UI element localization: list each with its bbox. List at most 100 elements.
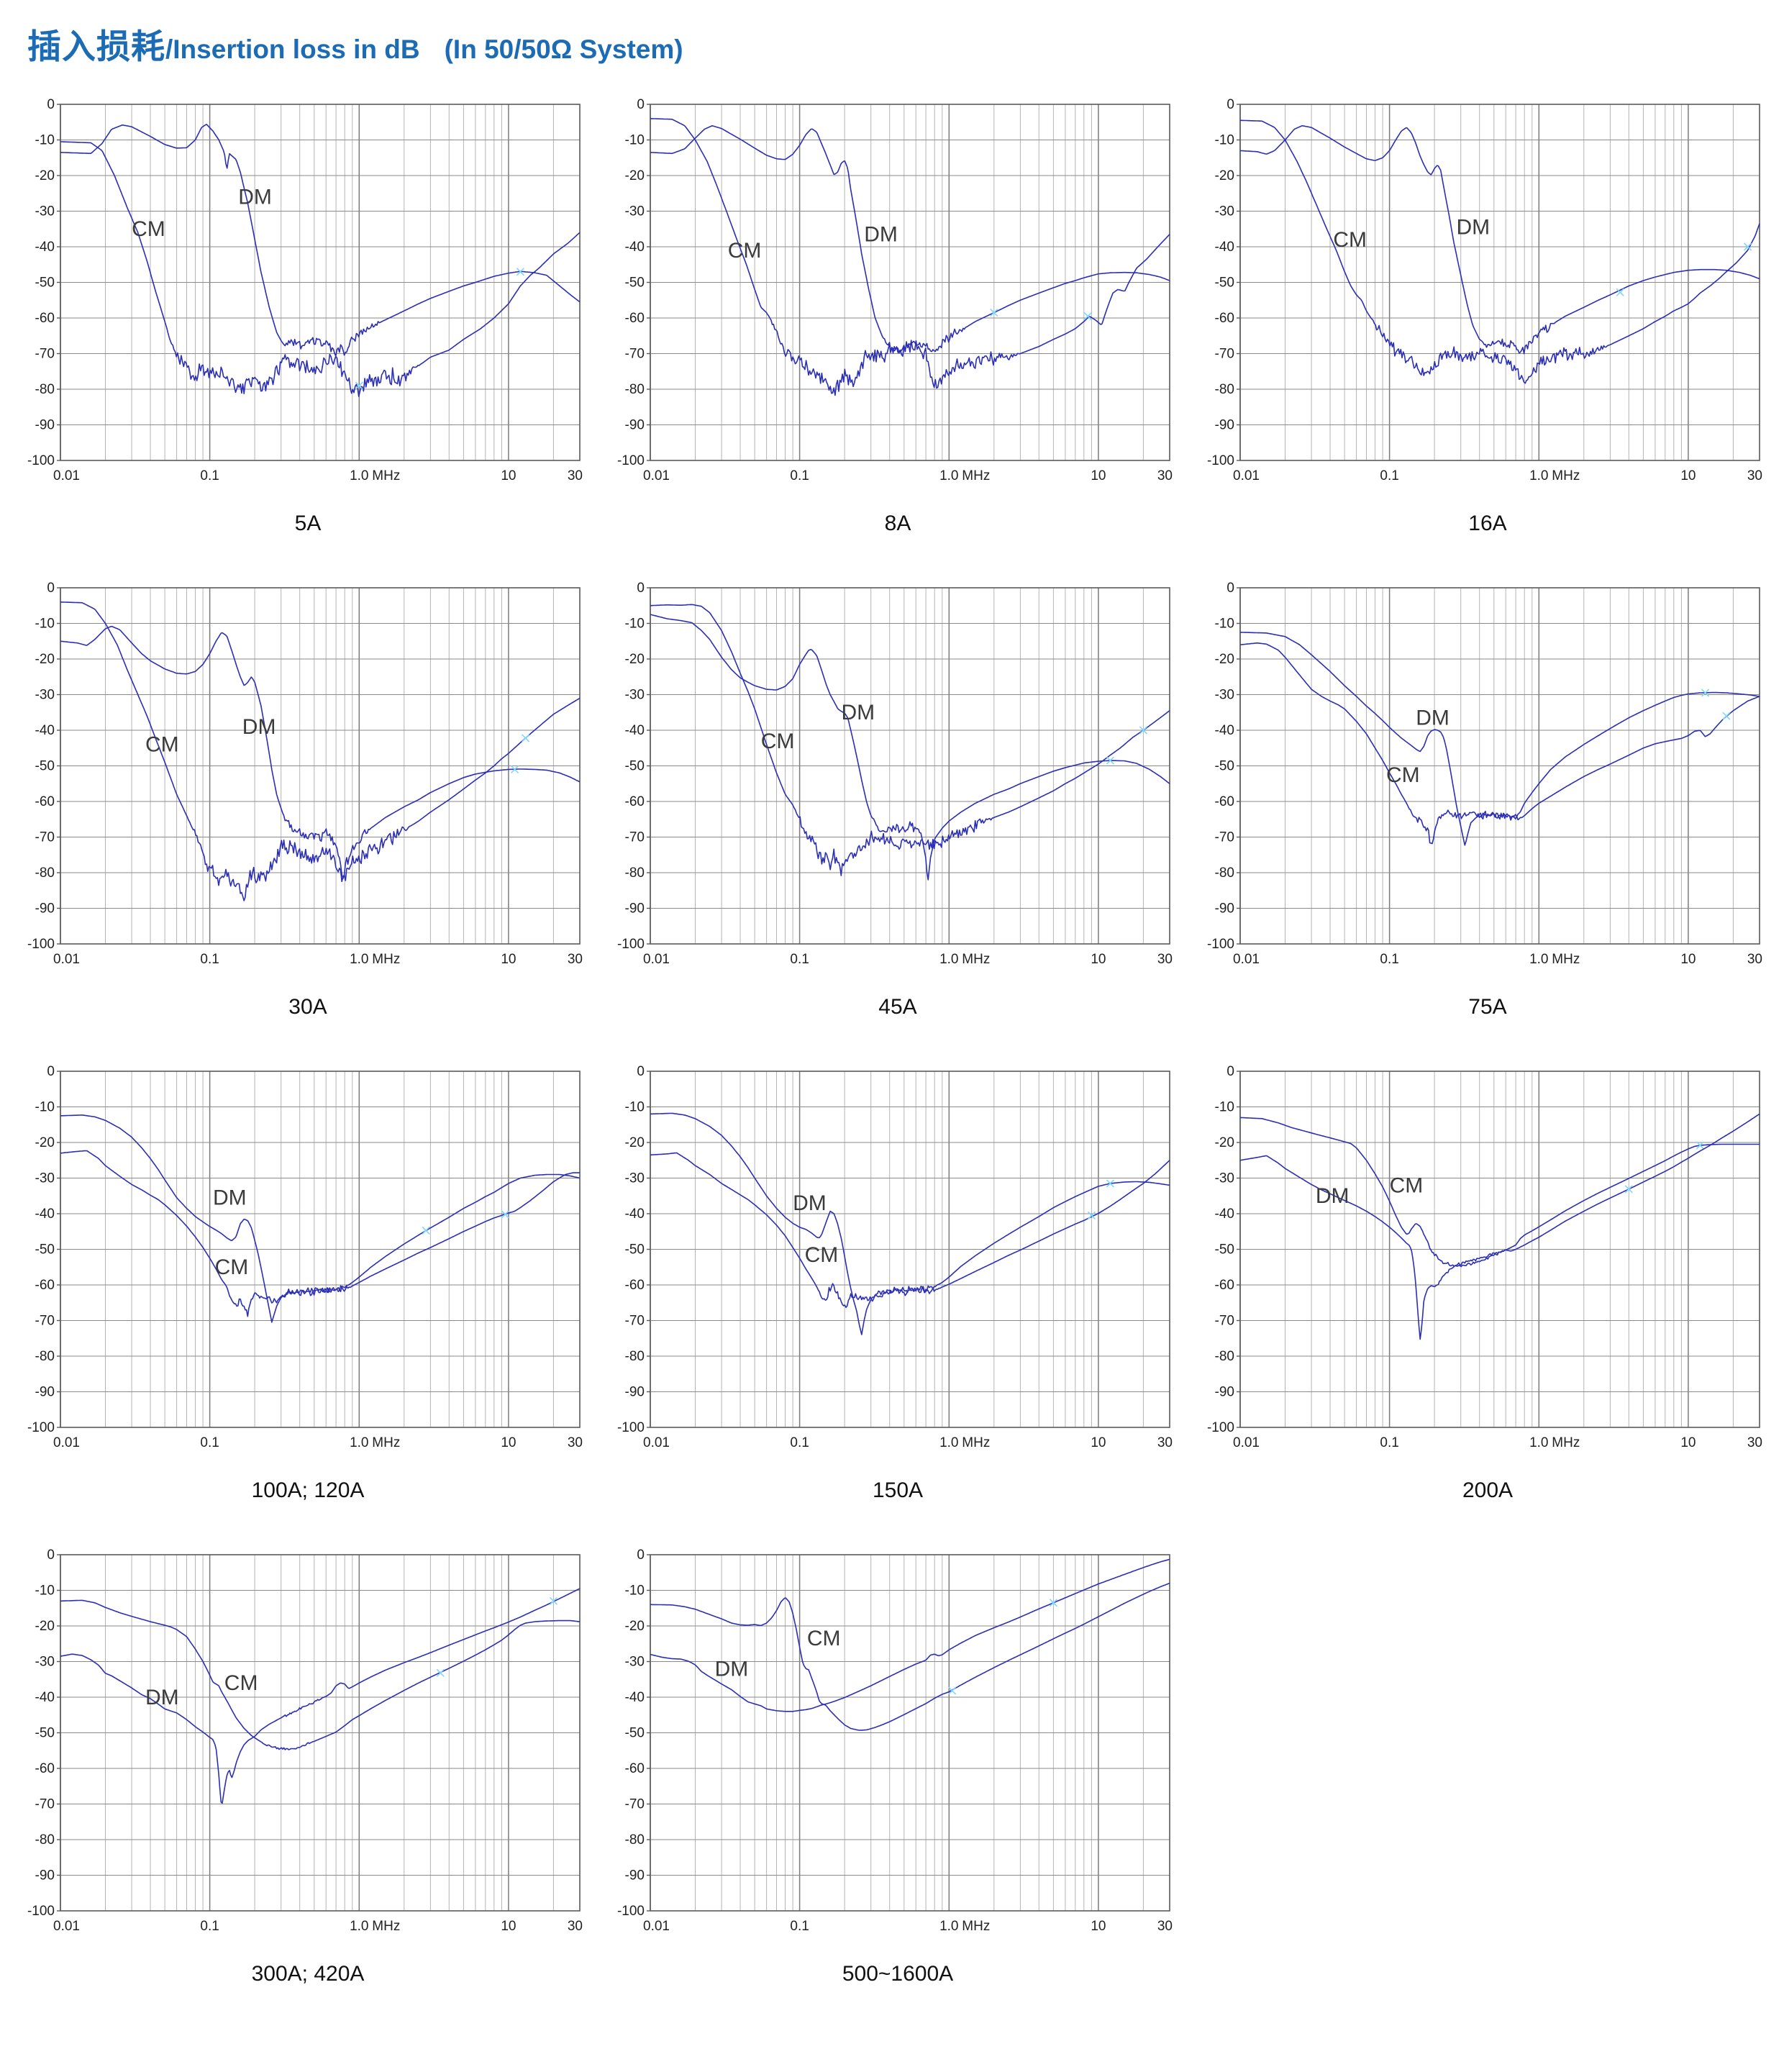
y-tick-label: 0	[1226, 1064, 1234, 1079]
y-tick-label: 0	[637, 97, 645, 112]
y-tick-label: -30	[625, 204, 645, 219]
charts-grid: 0 -10 -20 -30 -40 -50 -60 -70 -80 -90 -100 0.01 0.1 1…	[27, 97, 1770, 1986]
y-tick-label: 0	[1226, 581, 1234, 596]
measurement-marker-icon	[501, 1210, 509, 1219]
y-tick-label: -60	[1215, 794, 1234, 809]
y-tick-label: -90	[625, 418, 645, 433]
chart-caption: 5A	[294, 512, 322, 535]
x-tick-label: 1.0	[939, 1435, 958, 1450]
series-label-cm: CM	[1386, 763, 1420, 787]
y-tick-label: -60	[625, 1278, 645, 1293]
y-tick-label: -20	[625, 168, 645, 183]
y-tick-label: -80	[1215, 865, 1234, 881]
y-tick-label: -50	[625, 1726, 645, 1741]
y-tick-label: -20	[35, 1619, 55, 1634]
y-tick-label: -20	[625, 1619, 645, 1634]
measurement-marker-icon	[1616, 288, 1624, 296]
y-tick-label: -80	[625, 1349, 645, 1364]
curve-dm	[650, 1112, 1170, 1335]
x-tick-label: MHz	[372, 1435, 400, 1450]
x-tick-label: MHz	[372, 952, 400, 967]
y-tick-label: -100	[617, 1904, 645, 1919]
y-tick-label: -40	[35, 723, 55, 738]
y-tick-label: -70	[35, 1797, 55, 1812]
measurement-marker-icon	[1701, 689, 1710, 697]
x-tick-label: 0.1	[200, 1435, 219, 1450]
chart-caption: 16A	[1468, 512, 1507, 535]
x-tick-label: 10	[501, 952, 516, 967]
x-tick-label: 30	[1157, 468, 1173, 483]
x-tick-label: 0.01	[643, 1435, 670, 1450]
y-tick-label: -50	[35, 1242, 55, 1258]
x-tick-label: 30	[1157, 1919, 1173, 1934]
y-tick-label: -70	[1215, 1314, 1234, 1329]
series-label-dm: DM	[1316, 1184, 1350, 1208]
y-tick-label: -70	[1215, 347, 1234, 362]
x-tick-label: 1.0	[1529, 468, 1548, 483]
y-tick-label: -100	[27, 1420, 55, 1435]
y-tick-label: -40	[625, 1690, 645, 1705]
x-tick-label: 10	[501, 1919, 516, 1934]
y-tick-label: -100	[27, 937, 55, 952]
y-tick-label: -100	[617, 453, 645, 468]
curve-dm	[650, 614, 1170, 881]
measurement-marker-icon	[1722, 712, 1731, 720]
y-tick-label: -100	[1207, 1420, 1234, 1435]
y-tick-label: -60	[35, 1761, 55, 1776]
page: 插入损耗/Insertion loss in dB (In 50/50Ω Syst…	[27, 27, 1770, 1986]
chart-caption: 75A	[1468, 995, 1507, 1019]
x-tick-label: 10	[501, 1435, 516, 1450]
y-tick-label: -80	[35, 1832, 55, 1848]
y-tick-label: -90	[1215, 1385, 1234, 1400]
y-tick-label: -70	[35, 1314, 55, 1329]
curve-dm	[650, 1558, 1170, 1712]
y-tick-label: 0	[637, 1548, 645, 1563]
x-tick-label: 1.0	[939, 1919, 958, 1934]
chart-caption: 150A	[872, 1478, 924, 1502]
y-tick-label: -40	[625, 723, 645, 738]
curve-dm	[60, 625, 581, 879]
chart-caption: 30A	[288, 995, 327, 1019]
measurement-marker-icon	[1083, 312, 1092, 321]
y-tick-label: -40	[35, 1690, 55, 1705]
measurement-marker-icon	[948, 1686, 957, 1695]
y-tick-label: -60	[35, 311, 55, 326]
y-tick-label: -80	[35, 382, 55, 397]
measurement-marker-icon	[1049, 1599, 1057, 1607]
x-tick-label: MHz	[372, 1919, 400, 1934]
curve-dm	[60, 1588, 581, 1804]
chart-caption: 200A	[1462, 1478, 1514, 1502]
chart-cell: 0 -10 -20 -30 -40 -50 -60 -70 -80 -90 -100 0.01 0.1 1…	[27, 581, 588, 1019]
measurement-marker-icon	[522, 734, 530, 742]
x-tick-label: 1.0	[350, 1919, 368, 1934]
y-tick-label: -60	[625, 1761, 645, 1776]
y-tick-label: -80	[35, 1349, 55, 1364]
x-tick-label: 1.0	[350, 468, 368, 483]
y-tick-label: -20	[625, 1135, 645, 1150]
chart-cell: 0 -10 -20 -30 -40 -50 -60 -70 -80 -90 -100 0.01 0.1 1…	[617, 97, 1178, 536]
curve-cm	[60, 1599, 581, 1750]
y-tick-label: -50	[35, 1726, 55, 1741]
y-tick-label: -10	[35, 133, 55, 148]
x-tick-label: 0.1	[1380, 468, 1398, 483]
x-tick-label: 10	[1680, 1435, 1696, 1450]
y-tick-label: -100	[1207, 453, 1234, 468]
x-tick-label: 0.01	[1233, 468, 1260, 483]
y-tick-label: -40	[35, 1207, 55, 1222]
curve-cm	[1240, 119, 1760, 384]
curve-cm	[60, 601, 581, 901]
x-tick-label: 30	[568, 1435, 583, 1450]
y-tick-label: -40	[1215, 723, 1234, 738]
x-tick-label: 30	[1747, 1435, 1762, 1450]
x-tick-label: 0.01	[643, 468, 670, 483]
x-tick-label: 0.1	[1380, 1435, 1398, 1450]
chart-cell: 0 -10 -20 -30 -40 -50 -60 -70 -80 -90 -100 0.01 0.1 1…	[1207, 1064, 1768, 1503]
chart-caption: 300A; 420A	[251, 1962, 365, 1986]
